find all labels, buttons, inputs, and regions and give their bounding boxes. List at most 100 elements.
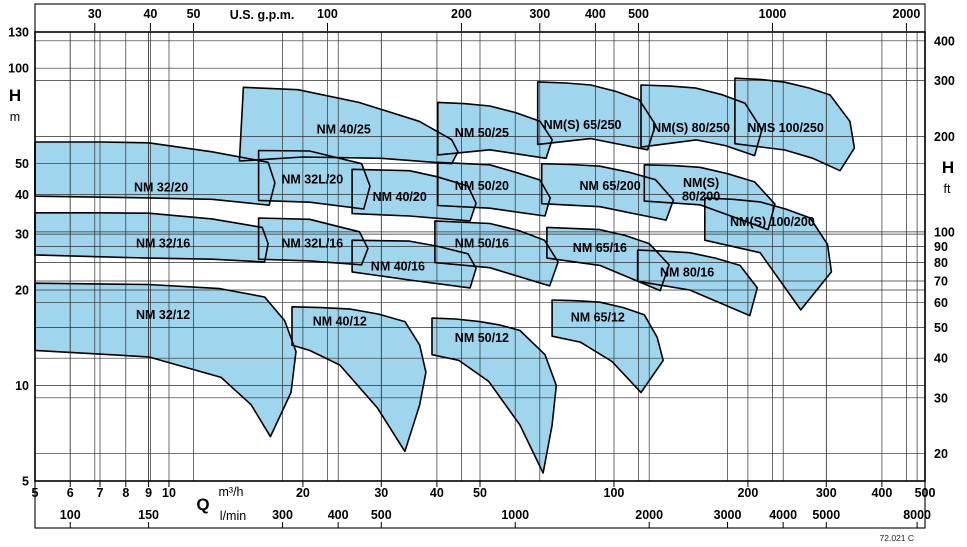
bottom-axis-tick-label: 100 bbox=[604, 486, 625, 500]
top-axis-tick-label: 200 bbox=[451, 7, 472, 21]
bottom-axis-tick-label: 20 bbox=[296, 486, 310, 500]
right-axis-tick-label: 400 bbox=[934, 34, 955, 48]
region-nm-32-12-outline bbox=[34, 282, 297, 438]
lmin-axis-tick-label: 2000 bbox=[635, 508, 663, 522]
region-nm-65-16-outline bbox=[546, 226, 670, 292]
top-axis-tick-label: 2000 bbox=[893, 7, 921, 21]
right-axis-tick-label: 300 bbox=[934, 74, 955, 88]
left-axis-tick-label: 130 bbox=[8, 26, 29, 40]
right-axis-tick-label: 80 bbox=[934, 256, 948, 270]
left-axis-tick-label: 10 bbox=[15, 379, 29, 393]
right-axis-tick-label: 50 bbox=[934, 321, 948, 335]
right-axis-tick-label: 70 bbox=[934, 275, 948, 289]
right-axis-tick-label: 30 bbox=[934, 391, 948, 405]
region-nm-32l-16-area bbox=[258, 218, 368, 265]
bottom-axis-tick-label: 30 bbox=[374, 486, 388, 500]
region-nm-s-65-250-area bbox=[537, 81, 656, 150]
region-nm-40-16-outline bbox=[351, 239, 477, 289]
region-label-nm-32-12: NM 32/12 bbox=[136, 308, 190, 322]
top-axis-tick-label: 300 bbox=[529, 7, 550, 21]
region-nm-s-80-200-outline bbox=[643, 164, 776, 231]
region-label-nm-65-12: NM 65/12 bbox=[571, 310, 625, 324]
region-label-nm-40-16: NM 40/16 bbox=[371, 260, 425, 274]
pump-regions-outline bbox=[34, 77, 856, 474]
region-nm-32l-20-outline bbox=[257, 149, 371, 210]
region-nm-40-12-area bbox=[292, 306, 426, 452]
region-label-nm-40-12: NM 40/12 bbox=[313, 315, 367, 329]
region-nm-s-80-250-area bbox=[641, 85, 762, 156]
region-label-nm-32-20: NM 32/20 bbox=[134, 181, 188, 195]
region-label-nm-s-65-250: NM(S) 65/250 bbox=[544, 118, 622, 132]
left-axis-tick-label: 100 bbox=[8, 62, 29, 76]
right-axis-tick-label: 100 bbox=[934, 225, 955, 239]
right-axis-tick-label: 40 bbox=[934, 352, 948, 366]
region-label-nm-80-16: NM 80/16 bbox=[660, 266, 714, 280]
lmin-axis-tick-label: 1000 bbox=[501, 508, 529, 522]
bottom-axis-tick-label: 40 bbox=[430, 486, 444, 500]
bottom-axis-unit-lmin: l/min bbox=[220, 509, 246, 523]
plot-border bbox=[34, 31, 926, 482]
right-axis-tick-label: 200 bbox=[934, 130, 955, 144]
region-nm-50-16-area bbox=[434, 220, 559, 286]
region-label-nm-40-20: NM 40/20 bbox=[373, 190, 427, 204]
lmin-axis-tick-label: 8000 bbox=[903, 508, 931, 522]
region-label-nm-s-80-200: 80/200 bbox=[682, 190, 720, 204]
region-label-nm-65-200: NM 65/200 bbox=[580, 179, 641, 193]
right-axis-letter: H bbox=[942, 158, 954, 177]
region-nm-40-20-outline bbox=[351, 168, 477, 222]
region-nm-65-200-area bbox=[541, 163, 674, 221]
lmin-axis-tick-label: 4000 bbox=[769, 508, 797, 522]
region-nm-40-12-outline bbox=[291, 306, 427, 453]
bottom-axis-tick-label: 6 bbox=[67, 486, 74, 500]
left-axis-letter: H bbox=[9, 86, 21, 105]
top-axis-tick-label: 30 bbox=[88, 7, 102, 21]
top-axis-tick-label: 1000 bbox=[759, 7, 787, 21]
region-nm-s-100-200-outline bbox=[704, 197, 833, 311]
region-nm-50-25-area bbox=[437, 102, 553, 159]
axes: 30 40 50 100 200 300 400 500 1000 2000 130 100 50 40 3… bbox=[8, 7, 955, 528]
region-label-nm-32l-20: NM 32L/20 bbox=[281, 173, 343, 187]
region-nm-50-25-outline bbox=[437, 101, 553, 160]
top-axis-tick-label: 400 bbox=[585, 7, 606, 21]
lmin-axis-tick-label: 150 bbox=[138, 508, 159, 522]
left-axis-tick-label: 20 bbox=[15, 283, 29, 297]
region-nm-50-16-outline bbox=[434, 220, 559, 287]
region-nm-40-25-area bbox=[239, 87, 458, 164]
region-nm-80-16-outline bbox=[636, 249, 759, 317]
region-nm-32-16-outline bbox=[34, 212, 269, 263]
region-label-nm-40-25: NM 40/25 bbox=[317, 123, 371, 137]
top-axis-unit: U.S. g.p.m. bbox=[230, 8, 295, 22]
region-label-nm-s-80-200: NM(S) bbox=[683, 176, 719, 190]
bottom-axis-tick-label: 400 bbox=[871, 486, 892, 500]
bottom-axis-tick-label: 10 bbox=[162, 486, 176, 500]
left-axis-tick-label: 40 bbox=[15, 188, 29, 202]
region-nm-65-12-area bbox=[552, 300, 664, 393]
bottom-axis-tick-label: 50 bbox=[473, 486, 487, 500]
top-axis-tick-label: 40 bbox=[143, 7, 157, 21]
right-axis-tick-label: 60 bbox=[934, 296, 948, 310]
lmin-axis-tick-label: 3000 bbox=[714, 508, 742, 522]
lmin-axis-tick-label: 5000 bbox=[812, 508, 840, 522]
region-nm-40-25-outline bbox=[238, 86, 459, 165]
region-nm-50-20-outline bbox=[437, 161, 551, 217]
region-nm-32l-16-outline bbox=[257, 217, 369, 266]
right-axis-unit: ft bbox=[944, 182, 951, 196]
bottom-axis-tick-label: 200 bbox=[737, 486, 758, 500]
pump-region-labels: NM 32/20 NM 32L/20 NM 32/16 NM 32L/16 NM 32/… bbox=[134, 118, 824, 345]
region-label-nms-100-250: NMS 100/250 bbox=[747, 121, 823, 135]
bottom-axis-tick-label: 8 bbox=[122, 486, 129, 500]
region-label-nm-32l-16: NM 32L/16 bbox=[281, 237, 343, 251]
region-label-nm-65-16: NM 65/16 bbox=[573, 241, 627, 255]
region-nm-32-16-area bbox=[35, 212, 269, 262]
bottom-axis-tick-label: 9 bbox=[145, 486, 152, 500]
lmin-axis-tick-label: 500 bbox=[371, 508, 392, 522]
region-nm-65-200-outline bbox=[540, 162, 675, 221]
region-label-nm-s-100-200: NM(S) 100/200 bbox=[730, 215, 815, 229]
right-axis-tick-label: 20 bbox=[934, 447, 948, 461]
region-label-nm-50-20: NM 50/20 bbox=[455, 179, 509, 193]
region-nm-50-12-outline bbox=[431, 317, 558, 474]
top-axis-tick-label: 50 bbox=[187, 7, 201, 21]
left-axis-tick-label: 50 bbox=[15, 157, 29, 171]
